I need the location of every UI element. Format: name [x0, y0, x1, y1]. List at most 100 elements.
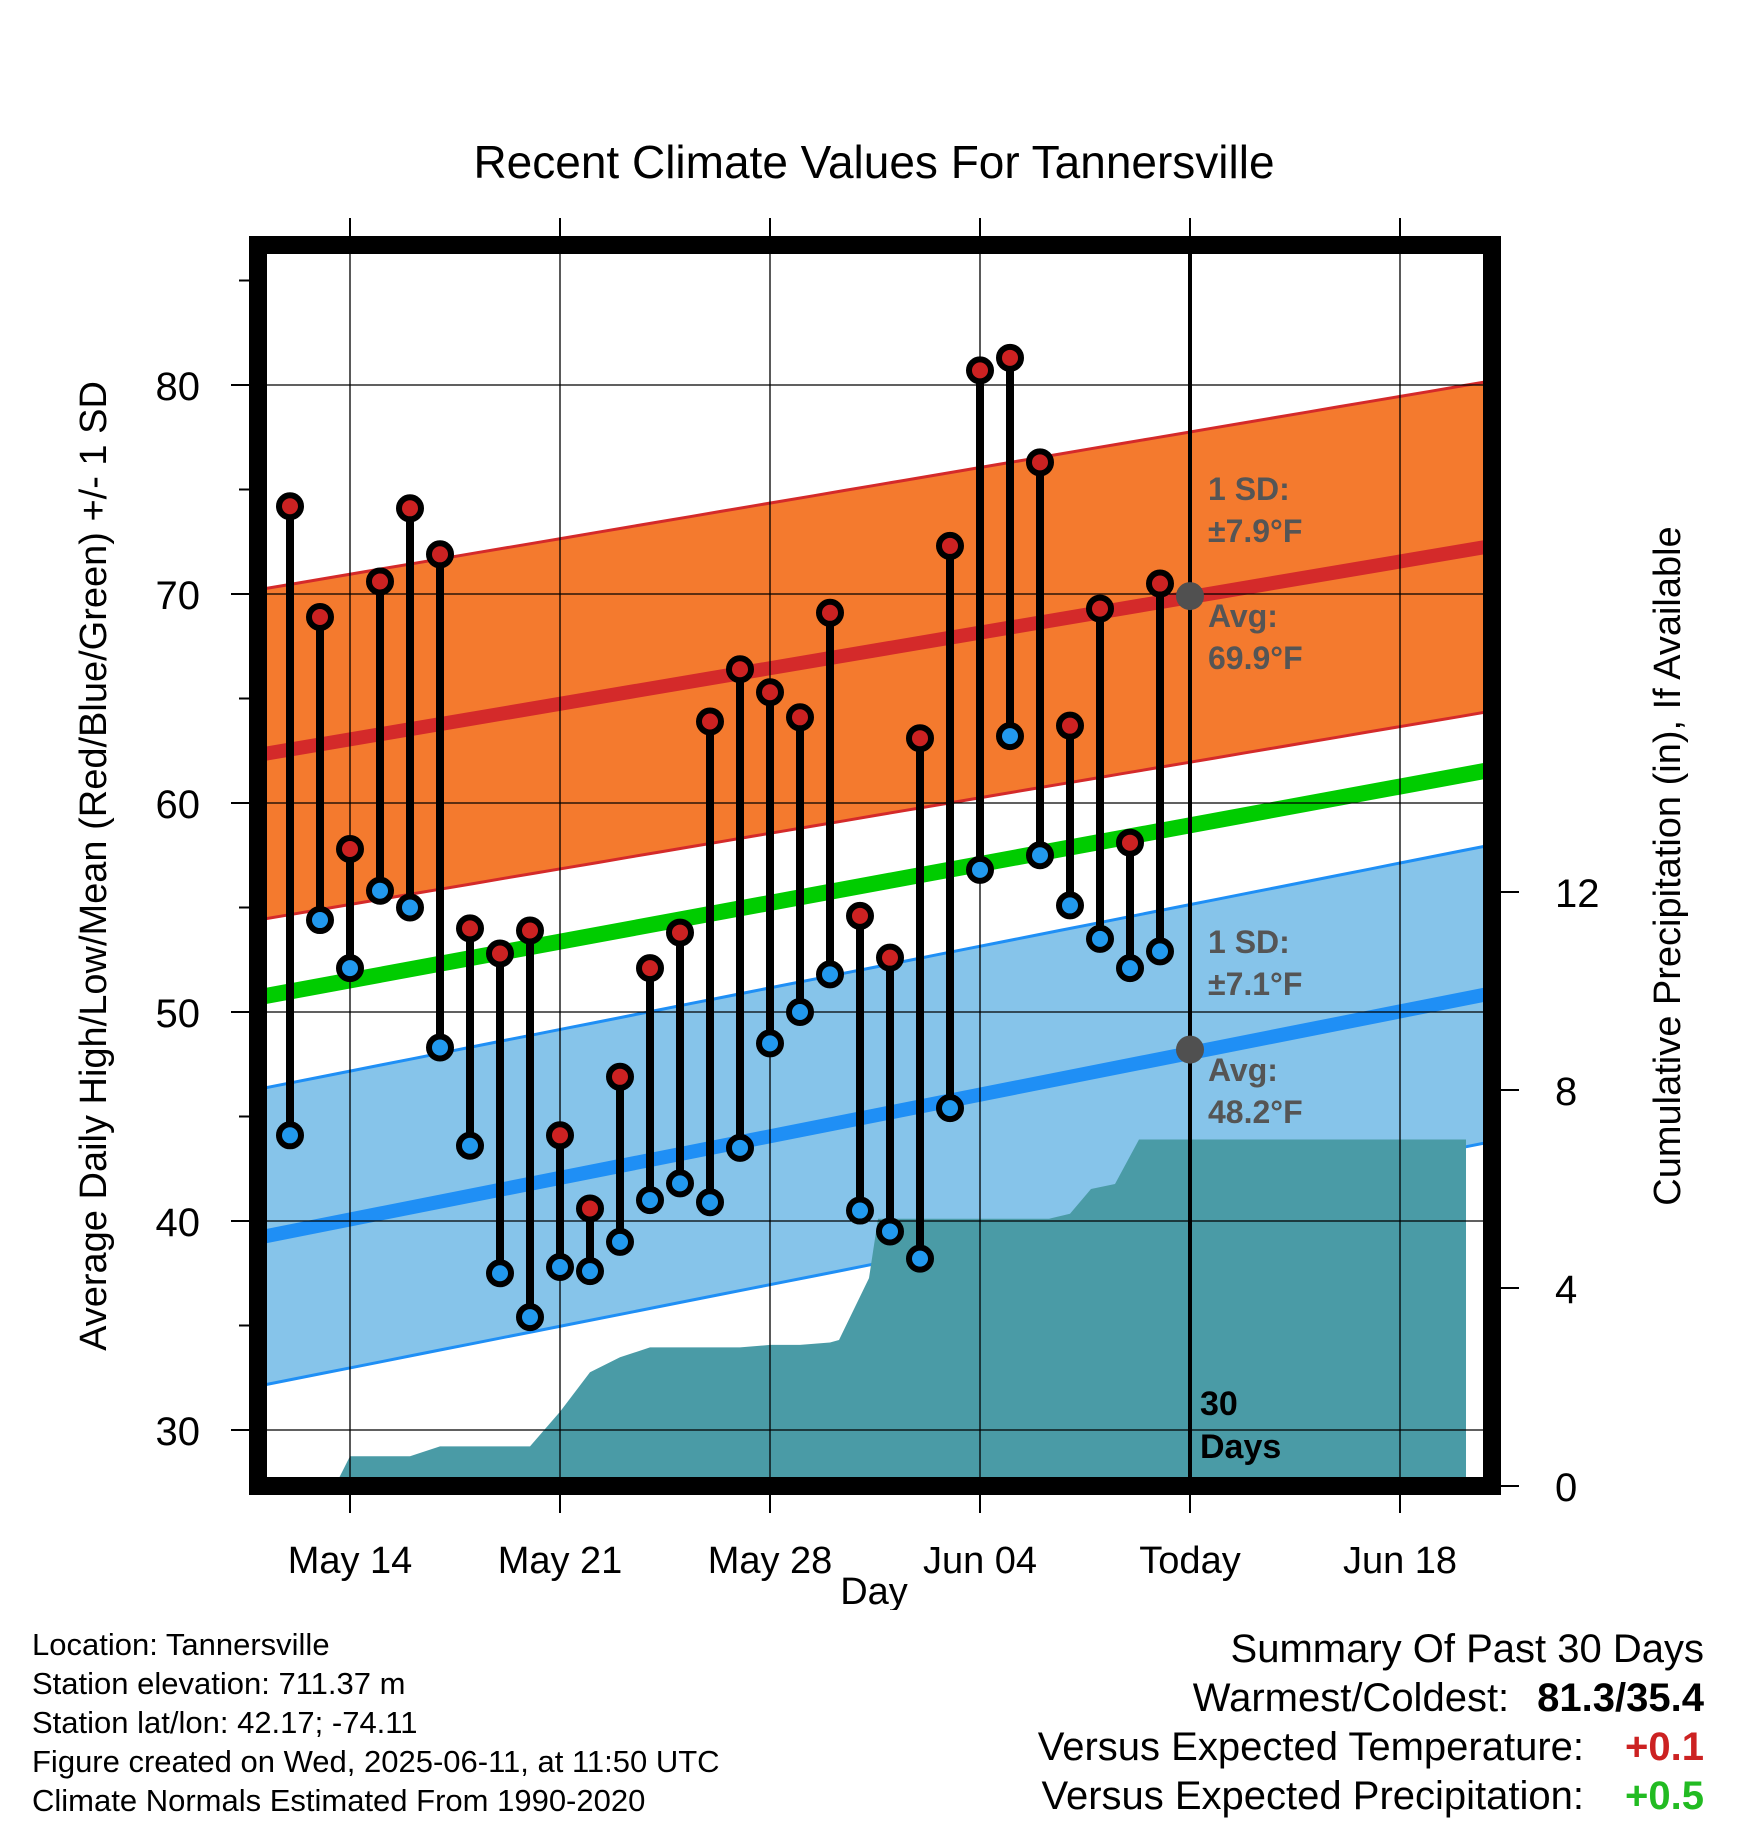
location-text: Location: Tannersville: [32, 1627, 330, 1662]
high-temp-point: [696, 707, 724, 736]
high-temp-point: [426, 540, 454, 569]
y-tick-label: 80: [156, 365, 201, 409]
low-sd-value: ±7.1°F: [1208, 966, 1302, 1002]
high-avg-marker: [1176, 582, 1204, 611]
low-temp-point: [636, 1186, 664, 1215]
high-temp-point: [576, 1194, 604, 1223]
high-temp-point: [906, 724, 934, 753]
summary-title: Summary Of Past 30 Days: [1230, 1627, 1704, 1671]
high-temp-point: [816, 598, 844, 627]
high-temp-point: [936, 531, 964, 560]
low-temp-point: [426, 1033, 454, 1062]
low-temp-point: [816, 960, 844, 989]
high-temp-point: [756, 678, 784, 707]
precipitation-area: [335, 1139, 1466, 1486]
low-temp-point: [366, 876, 394, 905]
low-avg-value: 48.2°F: [1208, 1094, 1303, 1130]
low-temp-point: [1026, 841, 1054, 870]
high-sd-band-upper-edge: [258, 379, 1492, 592]
station-info: Location: Tannersville Station elevation…: [32, 1625, 720, 1820]
low-temp-point: [1056, 891, 1084, 920]
low-temp-point: [576, 1257, 604, 1286]
high-temp-point: [846, 901, 874, 930]
created-text: Figure created on Wed, 2025-06-11, at 11…: [32, 1744, 720, 1779]
high-temp-point: [636, 954, 664, 983]
y2-tick-label: 4: [1555, 1268, 1577, 1312]
latlon-text: Station lat/lon: 42.17; -74.11: [32, 1705, 418, 1740]
high-temp-point: [1146, 569, 1174, 598]
high-temp-point: [546, 1121, 574, 1150]
low-temp-point: [516, 1303, 544, 1332]
high-temp-point: [1116, 828, 1144, 857]
x-tick-label: Jun 18: [1343, 1540, 1457, 1582]
warm-cold-value: 81.3/35.4: [1537, 1676, 1704, 1720]
low-temp-point: [996, 722, 1024, 751]
low-avg-marker: [1176, 1035, 1204, 1064]
warm-cold-label: Warmest/Coldest:: [1192, 1676, 1510, 1720]
low-temp-point: [1086, 924, 1114, 953]
high-temp-point: [276, 492, 304, 521]
y-tick-label: 60: [156, 783, 201, 827]
high-avg-label: Avg:: [1208, 598, 1278, 634]
y-axis-label: Average Daily High/Low/Mean (Red/Blue/Gr…: [73, 381, 115, 1351]
low-temp-point: [1116, 954, 1144, 983]
low-temp-point: [486, 1259, 514, 1288]
high-temp-point: [366, 567, 394, 596]
high-temp-point: [486, 939, 514, 968]
plot-area: [258, 245, 1492, 1486]
low-temp-point: [546, 1252, 574, 1281]
low-temp-point: [726, 1133, 754, 1162]
high-temp-point: [306, 602, 334, 631]
x-axis-label: Day: [840, 1571, 908, 1610]
low-temp-point: [456, 1131, 484, 1160]
low-temp-point: [336, 954, 364, 983]
x-tick-label: May 28: [708, 1540, 833, 1582]
normal-low-line: [258, 986, 1492, 1245]
high-temp-point: [876, 943, 904, 972]
days-count-label: 30: [1200, 1385, 1238, 1423]
low-temp-point: [966, 855, 994, 884]
y2-tick-label: 8: [1555, 1070, 1577, 1114]
low-temp-point: [306, 906, 334, 935]
temp-value: +0.1: [1625, 1725, 1704, 1769]
days-unit-label: Days: [1200, 1428, 1281, 1466]
high-temp-point: [606, 1062, 634, 1091]
y2-tick-label: 0: [1555, 1466, 1577, 1510]
x-tick-label: May 21: [498, 1540, 623, 1582]
precip-value: +0.5: [1625, 1774, 1704, 1818]
high-temp-point: [336, 834, 364, 863]
precip-label: Versus Expected Precipitation:: [1041, 1774, 1584, 1818]
normal-mean-line: [258, 761, 1492, 1006]
y-tick-label: 40: [156, 1201, 201, 1245]
x-tick-label: Today: [1139, 1540, 1240, 1582]
high-sd-band-lower-edge: [258, 709, 1492, 922]
high-temp-point: [786, 703, 814, 732]
summary-panel: Summary Of Past 30 Days Warmest/Coldest:…: [1038, 1625, 1704, 1821]
x-tick-label: May 14: [288, 1540, 413, 1582]
y-tick-label: 50: [156, 992, 201, 1036]
low-temp-point: [1146, 937, 1174, 966]
high-temp-point: [1056, 711, 1084, 740]
high-temp-point: [666, 918, 694, 947]
low-temp-point: [846, 1196, 874, 1225]
high-temp-point: [396, 494, 424, 523]
chart-title: Recent Climate Values For Tannersville: [473, 136, 1274, 188]
low-temp-point: [756, 1029, 784, 1058]
low-sd-label: 1 SD:: [1208, 924, 1290, 960]
high-avg-value: 69.9°F: [1208, 640, 1303, 676]
low-temp-point: [396, 893, 424, 922]
climate-chart: 1 SD: ±7.9°F Avg: 69.9°F 1 SD: ±7.1°F Avg: 48.2…: [73, 136, 1689, 1610]
low-temp-point: [786, 998, 814, 1026]
low-temp-point: [666, 1169, 694, 1198]
y2-axis-label: Cumulative Precipitation (in), If Availa…: [1647, 526, 1689, 1205]
precip-row: Versus Expected Precipitation: +0.5: [1038, 1772, 1704, 1821]
y-tick-label: 70: [156, 574, 201, 618]
y2-tick-label: 12: [1555, 872, 1600, 916]
temp-row: Versus Expected Temperature: +0.1: [1038, 1723, 1704, 1772]
high-temp-point: [726, 655, 754, 684]
x-tick-label: Jun 04: [923, 1540, 1037, 1582]
normal-high-line: [258, 539, 1492, 762]
high-sd-value: ±7.9°F: [1208, 513, 1302, 549]
y-tick-label: 30: [156, 1410, 201, 1454]
low-temp-point: [936, 1094, 964, 1123]
